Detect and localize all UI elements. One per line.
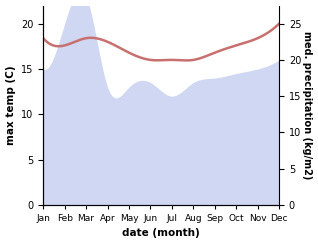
Y-axis label: max temp (C): max temp (C) xyxy=(5,65,16,145)
X-axis label: date (month): date (month) xyxy=(122,228,200,238)
Y-axis label: med. precipitation (kg/m2): med. precipitation (kg/m2) xyxy=(302,31,313,179)
